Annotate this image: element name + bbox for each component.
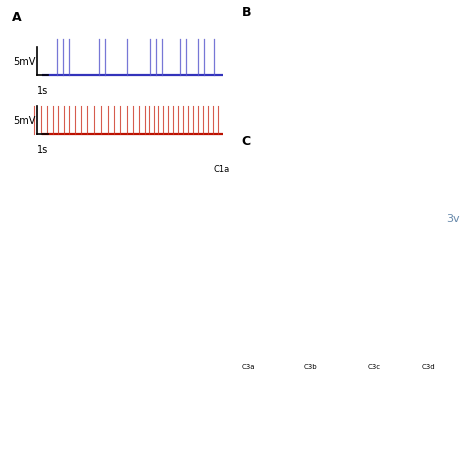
Text: 5mV: 5mV bbox=[13, 116, 36, 126]
Text: 1s: 1s bbox=[37, 86, 49, 96]
Text: 5mV: 5mV bbox=[13, 57, 36, 67]
Text: C2: C2 bbox=[214, 360, 225, 369]
Text: C3c: C3c bbox=[367, 363, 381, 369]
Text: C3a: C3a bbox=[242, 363, 255, 369]
Text: 3v: 3v bbox=[446, 213, 460, 223]
Text: B: B bbox=[242, 6, 251, 20]
Text: C: C bbox=[241, 134, 250, 147]
Text: 1s: 1s bbox=[37, 145, 49, 155]
Text: C3d: C3d bbox=[422, 363, 436, 369]
Text: C1b: C1b bbox=[201, 281, 217, 290]
Text: C3b: C3b bbox=[303, 363, 317, 369]
Text: C1a: C1a bbox=[214, 165, 230, 174]
Text: A: A bbox=[12, 11, 21, 25]
